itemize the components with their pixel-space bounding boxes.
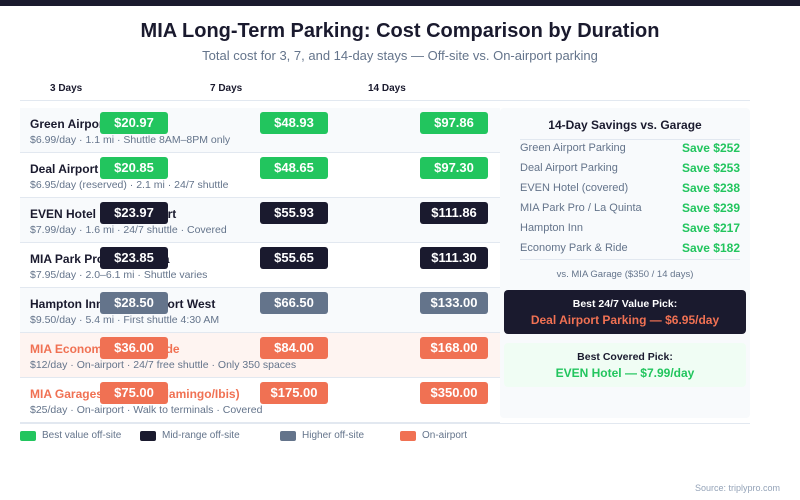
3-day-cost-badge: $20.97 [100,112,168,134]
parking-detail: $7.99/day · 1.6 mi · 24/7 shuttle · Cove… [30,224,227,236]
table-row: MIA Park Pro / La Quinta$7.95/day · 2.0–… [20,243,500,288]
legend-label: Best value off-site [42,430,122,441]
savings-item-name: Green Airport Parking [520,142,626,154]
legend-swatch [20,431,36,441]
header-divider [20,100,750,101]
legend-label: Mid-range off-site [162,430,240,441]
savings-panel: 14-Day Savings vs. Garage Green Airport … [500,108,750,418]
legend-swatch [280,431,296,441]
savings-item-value: Save $239 [681,201,740,215]
7-day-cost-badge: $48.65 [260,157,328,179]
table-row: Hampton Inn Miami Airport West$9.50/day … [20,288,500,333]
parking-detail: $6.99/day · 1.1 mi · Shuttle 8AM–8PM onl… [30,134,231,146]
14-day-cost-badge: $111.86 [420,202,488,224]
3-day-cost-badge: $20.85 [100,157,168,179]
savings-item: Hampton Inn Save $217 [520,219,740,239]
top-accent-bar [0,0,800,6]
table-row: Deal Airport Parking $6.95/day (reserved)… [20,153,500,198]
legend-swatch [140,431,156,441]
parking-detail: $25/day · On-airport · Walk to terminals… [30,404,263,416]
best-value-pick-text: Deal Airport Parking — $6.95/day [530,313,720,327]
14-day-cost-badge: $97.30 [420,157,488,179]
best-covered-pick-text: EVEN Hotel — $7.99/day [555,366,695,380]
savings-panel-title: 14-Day Savings vs. Garage [548,118,702,132]
savings-item-value: Save $253 [681,161,740,175]
chart-title: MIA Long-Term Parking: Cost Comparison b… [140,20,660,42]
3-day-cost-badge: $75.00 [100,382,168,404]
savings-panel-divider-top [520,139,740,140]
table-bottom-divider [20,423,750,424]
table-row: MIA Economy Park & Ride$12/day · On-airp… [20,333,500,378]
table-row: Green Airport Parking $6.99/day · 1.1 mi … [20,108,500,153]
parking-detail: $9.50/day · 5.4 mi · First shuttle 4:30 … [30,314,220,326]
3-day-cost-badge: $28.50 [100,292,168,314]
parking-detail: $6.95/day (reserved) · 2.1 mi · 24/7 shu… [30,179,229,191]
14-day-cost-badge: $97.86 [420,112,488,134]
7-day-cost-badge: $48.93 [260,112,328,134]
savings-item-name: Deal Airport Parking [520,162,618,174]
7-day-cost-badge: $55.65 [260,247,328,269]
3-day-cost-badge: $23.97 [100,202,168,224]
legend: Best value off-site Mid-range off-site Hig… [20,430,520,444]
savings-item-value: Save $252 [681,141,740,155]
savings-panel-divider-bottom [520,259,740,260]
column-header-14-days: 14 Days [368,83,406,94]
parking-detail: $12/day · On-airport · 24/7 free shuttle… [30,359,297,371]
savings-panel-note: vs. MIA Garage ($350 / 14 days) [556,269,694,280]
savings-item-name: Hampton Inn [520,222,583,234]
7-day-cost-badge: $55.93 [260,202,328,224]
savings-item: MIA Park Pro / La Quinta Save $239 [520,199,740,219]
parking-detail: $7.95/day · 2.0–6.1 mi · Shuttle varies [30,269,208,281]
legend-swatch [400,431,416,441]
3-day-cost-badge: $23.85 [100,247,168,269]
best-covered-pick-label: Best Covered Pick: [577,351,673,363]
table-row: MIA Garages (Dolphin/Flamingo/Ibis) $25/d… [20,378,500,423]
14-day-cost-badge: $133.00 [420,292,488,314]
best-value-pick-card: Best 24/7 Value Pick: Deal Airport Parki… [504,290,746,334]
14-day-cost-badge: $168.00 [420,337,488,359]
savings-item-value: Save $238 [681,181,740,195]
legend-label: Higher off-site [302,430,365,441]
7-day-cost-badge: $66.50 [260,292,328,314]
savings-item: Green Airport Parking Save $252 [520,139,740,159]
3-day-cost-badge: $36.00 [100,337,168,359]
legend-label: On-airport [422,430,468,441]
7-day-cost-badge: $84.00 [260,337,328,359]
best-covered-pick-card: Best Covered Pick: EVEN Hotel — $7.99/da… [504,343,746,387]
savings-item-value: Save $217 [681,221,740,235]
source-credit: Source: triplypro.com [694,483,780,493]
savings-item-name: Economy Park & Ride [520,242,628,254]
column-header-7-days: 7 Days [210,83,243,94]
savings-item-value: Save $182 [681,241,740,255]
column-header-3-days: 3 Days [50,83,83,94]
7-day-cost-badge: $175.00 [260,382,328,404]
best-value-pick-label: Best 24/7 Value Pick: [572,298,678,310]
14-day-cost-badge: $111.30 [420,247,488,269]
savings-item: EVEN Hotel (covered) Save $238 [520,179,740,199]
savings-item-name: EVEN Hotel (covered) [520,182,629,194]
table-row: EVEN Hotel Miami Airport$7.99/day · 1.6 … [20,198,500,243]
savings-item: Deal Airport Parking Save $253 [520,159,740,179]
savings-item-name: MIA Park Pro / La Quinta [520,202,642,214]
14-day-cost-badge: $350.00 [420,382,488,404]
chart-subtitle: Total cost for 3, 7, and 14-day stays — … [202,48,598,63]
savings-item: Economy Park & Ride Save $182 [520,239,740,259]
